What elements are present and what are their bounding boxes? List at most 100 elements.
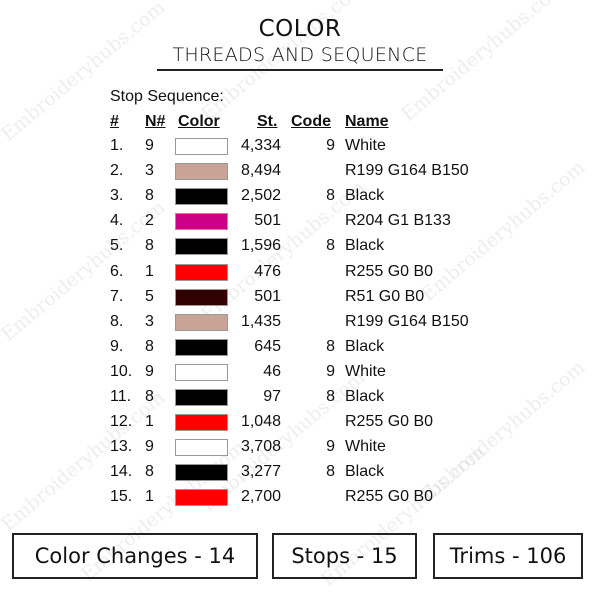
stops-text: Stops - 15 xyxy=(291,544,398,568)
thread-name: R199 G164 B150 xyxy=(345,312,469,330)
trims-text: Trims - 106 xyxy=(449,544,567,568)
needle-number: 9 xyxy=(145,362,154,380)
stitch-count: 3,277 xyxy=(240,463,281,481)
needle-number: 1 xyxy=(145,413,154,431)
row-number: 3. xyxy=(110,187,124,205)
column-header-stitches: St. xyxy=(257,113,278,130)
thread-name: Black xyxy=(345,337,385,355)
row-number: 5. xyxy=(110,237,124,255)
row-number: 10. xyxy=(110,362,133,380)
row-number: 8. xyxy=(110,312,124,330)
table-row: 2. 3 8,494 R199 G164 B150 xyxy=(0,162,600,187)
thread-name: Black xyxy=(345,463,385,481)
thread-name: R255 G0 B0 xyxy=(345,413,434,431)
needle-number: 8 xyxy=(145,237,154,255)
needle-number: 8 xyxy=(145,388,154,405)
stop-sequence-label: Stop Sequence: xyxy=(110,88,224,105)
color-swatch xyxy=(175,163,228,181)
row-number: 11. xyxy=(110,388,132,405)
stitch-count: 2,502 xyxy=(240,187,281,205)
stops-box: Stops - 15 xyxy=(272,533,417,579)
color-swatch xyxy=(175,439,228,457)
column-header-number: # xyxy=(110,113,119,130)
stitch-count: 645 xyxy=(254,337,281,355)
stitch-count: 501 xyxy=(254,287,281,305)
color-swatch xyxy=(175,213,228,231)
stitch-count: 8,494 xyxy=(240,162,281,180)
column-header-code: Code xyxy=(291,113,331,130)
table-row: 8. 3 1,435 R199 G164 B150 xyxy=(0,313,600,338)
color-swatch xyxy=(175,363,228,381)
row-number: 1. xyxy=(110,137,124,154)
thread-code: 9 xyxy=(326,362,335,380)
needle-number: 1 xyxy=(145,262,154,280)
stitch-count: 97 xyxy=(263,388,281,405)
thread-code: 8 xyxy=(326,337,335,355)
column-header-needle: N# xyxy=(145,113,166,130)
stitch-count: 2,700 xyxy=(240,488,281,506)
needle-number: 3 xyxy=(145,162,154,180)
row-number: 14. xyxy=(110,463,133,481)
table-row: 1. 9 4,334 9 White xyxy=(0,137,600,162)
table-row: 15. 1 2,700 R255 G0 B0 xyxy=(0,488,600,513)
color-swatch xyxy=(175,464,228,482)
needle-number: 3 xyxy=(145,312,154,330)
thread-code: 8 xyxy=(326,187,335,205)
row-number: 9. xyxy=(110,337,124,355)
thread-name: R255 G0 B0 xyxy=(345,262,434,280)
stitch-count: 501 xyxy=(254,212,281,230)
needle-number: 2 xyxy=(145,212,154,230)
stitch-count: 3,708 xyxy=(240,438,281,456)
table-row: 3. 8 2,502 8 Black xyxy=(0,187,600,212)
stitch-count: 1,435 xyxy=(240,312,281,330)
column-header-name: Name xyxy=(345,113,389,130)
page-title: COLOR xyxy=(258,16,342,42)
needle-number: 8 xyxy=(145,187,154,205)
thread-name: White xyxy=(345,438,386,456)
row-number: 15. xyxy=(110,488,133,506)
row-number: 13. xyxy=(110,438,133,456)
needle-number: 5 xyxy=(145,287,154,305)
table-row: 13. 9 3,708 9 White xyxy=(0,438,600,463)
needle-number: 9 xyxy=(145,438,154,456)
thread-code: 9 xyxy=(326,137,335,154)
table-row: 6. 1 476 R255 G0 B0 xyxy=(0,263,600,288)
thread-name: White xyxy=(345,362,386,380)
thread-name: Black xyxy=(345,388,385,405)
color-swatch xyxy=(175,138,228,155)
color-changes-box: Color Changes - 14 xyxy=(12,533,258,579)
row-number: 7. xyxy=(110,287,124,305)
table-row: 9. 8 645 8 Black xyxy=(0,338,600,363)
thread-name: R204 G1 B133 xyxy=(345,212,451,230)
thread-code: 8 xyxy=(326,463,335,481)
thread-name: Black xyxy=(345,187,385,205)
thread-name: R255 G0 B0 xyxy=(345,488,434,506)
color-swatch xyxy=(175,288,228,306)
column-header-color: Color xyxy=(178,113,220,130)
row-number: 4. xyxy=(110,212,124,230)
table-row: 11. 8 97 8 Black xyxy=(0,388,600,413)
color-swatch xyxy=(175,313,228,331)
thread-code: 9 xyxy=(326,438,335,456)
thread-name: Black xyxy=(345,237,385,255)
color-swatch xyxy=(175,188,228,206)
color-swatch xyxy=(175,389,228,406)
thread-code: 8 xyxy=(326,388,335,405)
color-swatch xyxy=(175,414,228,432)
table-row: 12. 1 1,048 R255 G0 B0 xyxy=(0,413,600,438)
color-swatch xyxy=(175,338,228,356)
table-row: 4. 2 501 R204 G1 B133 xyxy=(0,212,600,237)
table-row: 10. 9 46 9 White xyxy=(0,363,600,388)
needle-number: 8 xyxy=(145,463,154,481)
row-number: 12. xyxy=(110,413,133,431)
stitch-count: 476 xyxy=(254,262,281,280)
row-number: 2. xyxy=(110,162,124,180)
row-number: 6. xyxy=(110,262,124,280)
needle-number: 9 xyxy=(145,137,154,154)
color-changes-text: Color Changes - 14 xyxy=(34,544,236,568)
thread-name: R199 G164 B150 xyxy=(345,162,469,180)
stitch-count: 46 xyxy=(263,362,281,380)
stitch-count: 1,596 xyxy=(240,237,281,255)
color-swatch xyxy=(175,238,228,256)
